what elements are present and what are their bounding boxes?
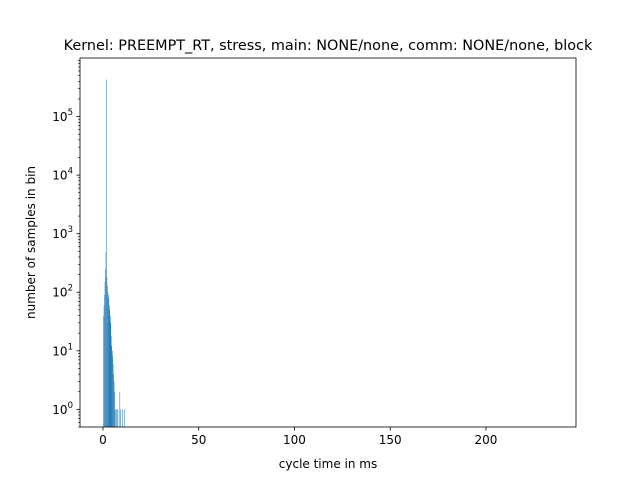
histogram-bar bbox=[104, 294, 105, 427]
histogram-bar bbox=[116, 409, 118, 427]
histogram-bar bbox=[111, 346, 112, 427]
histogram-bar bbox=[103, 315, 104, 427]
histogram-bar bbox=[115, 409, 117, 427]
histogram-bar bbox=[114, 409, 116, 427]
x-tick-label: 0 bbox=[99, 433, 107, 447]
histogram-bar bbox=[106, 79, 107, 428]
y-tick-label: 103 bbox=[52, 225, 73, 241]
histogram-bar bbox=[107, 292, 109, 427]
histogram-bar bbox=[113, 374, 114, 427]
plot-frame bbox=[79, 57, 577, 428]
histogram-bar bbox=[119, 391, 121, 427]
histogram-bar bbox=[112, 363, 114, 427]
histogram-bar bbox=[107, 285, 108, 427]
histogram-bar bbox=[122, 409, 123, 427]
x-tick-label: 200 bbox=[475, 433, 498, 447]
y-tick-label: 105 bbox=[52, 108, 73, 124]
histogram-bar bbox=[109, 309, 111, 427]
histogram-bar bbox=[110, 315, 111, 427]
x-tick-label: 150 bbox=[379, 433, 402, 447]
histogram-bar bbox=[110, 322, 111, 427]
histogram-bar bbox=[111, 356, 113, 427]
histogram-bar bbox=[103, 305, 105, 427]
histogram-bar bbox=[120, 409, 122, 427]
histogram-bar bbox=[106, 277, 108, 427]
chart-title: Kernel: PREEMPT_RT, stress, main: NONE/n… bbox=[64, 38, 593, 54]
y-tick-label: 100 bbox=[52, 401, 73, 417]
y-tick-label: 104 bbox=[52, 167, 73, 183]
x-tick-label: 50 bbox=[191, 433, 206, 447]
histogram-bar bbox=[105, 268, 106, 427]
y-tick-label: 101 bbox=[52, 342, 73, 358]
histogram-bar bbox=[105, 252, 107, 427]
histogram-bar bbox=[108, 294, 109, 427]
y-axis: 100 101 102 103 104 105 bbox=[52, 60, 80, 428]
histogram-bar bbox=[114, 391, 115, 427]
histogram-bar bbox=[124, 409, 125, 427]
y-tick-label: 102 bbox=[52, 284, 73, 300]
histogram-bar bbox=[113, 381, 115, 427]
histogram-bars bbox=[103, 79, 125, 428]
x-axis: 0 50 100 150 200 bbox=[99, 427, 497, 447]
x-tick-label: 100 bbox=[283, 433, 306, 447]
histogram-bar bbox=[108, 297, 110, 427]
histogram-bar bbox=[110, 335, 112, 427]
x-axis-label: cycle time in ms bbox=[279, 457, 377, 471]
histogram-bar bbox=[104, 281, 106, 427]
histogram-bar bbox=[112, 350, 113, 427]
histogram-bar bbox=[109, 305, 110, 427]
histogram-bar bbox=[117, 409, 119, 427]
y-axis-label: number of samples in bin bbox=[24, 166, 38, 319]
